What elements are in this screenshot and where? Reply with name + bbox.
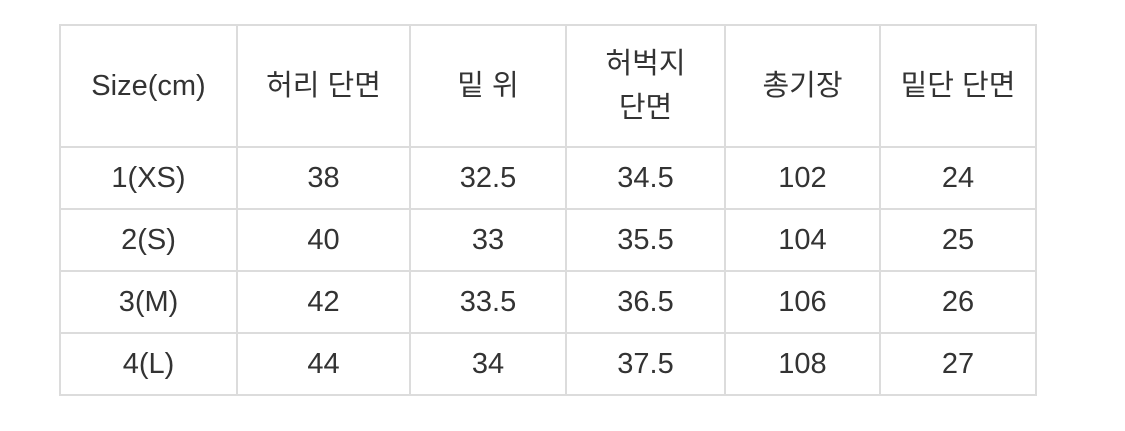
header-size: Size(cm)	[59, 24, 238, 148]
cell-total-length: 106	[724, 270, 881, 334]
cell-thigh: 37.5	[565, 332, 726, 396]
header-row: Size(cm) 허리 단면 밑 위 허벅지 단면 총기장 밑단 단면	[59, 24, 1037, 148]
cell-total-length: 108	[724, 332, 881, 396]
header-thigh: 허벅지 단면	[565, 24, 726, 148]
cell-size: 2(S)	[59, 208, 238, 272]
cell-waist: 42	[236, 270, 411, 334]
header-rise: 밑 위	[409, 24, 567, 148]
cell-thigh: 34.5	[565, 146, 726, 210]
cell-rise: 33	[409, 208, 567, 272]
table-row: 1(XS) 38 32.5 34.5 102 24	[59, 146, 1037, 210]
cell-size: 4(L)	[59, 332, 238, 396]
cell-thigh: 36.5	[565, 270, 726, 334]
cell-waist: 40	[236, 208, 411, 272]
header-total-length: 총기장	[724, 24, 881, 148]
table-row: 4(L) 44 34 37.5 108 27	[59, 332, 1037, 396]
cell-rise: 34	[409, 332, 567, 396]
cell-hem: 25	[879, 208, 1037, 272]
table-row: 2(S) 40 33 35.5 104 25	[59, 208, 1037, 272]
size-chart-table: Size(cm) 허리 단면 밑 위 허벅지 단면 총기장 밑단 단면 1(XS…	[59, 24, 1037, 396]
cell-rise: 33.5	[409, 270, 567, 334]
cell-rise: 32.5	[409, 146, 567, 210]
cell-hem: 26	[879, 270, 1037, 334]
table-row: 3(M) 42 33.5 36.5 106 26	[59, 270, 1037, 334]
cell-hem: 24	[879, 146, 1037, 210]
cell-hem: 27	[879, 332, 1037, 396]
cell-size: 3(M)	[59, 270, 238, 334]
cell-thigh: 35.5	[565, 208, 726, 272]
header-waist: 허리 단면	[236, 24, 411, 148]
cell-waist: 44	[236, 332, 411, 396]
cell-size: 1(XS)	[59, 146, 238, 210]
cell-waist: 38	[236, 146, 411, 210]
cell-total-length: 104	[724, 208, 881, 272]
header-hem: 밑단 단면	[879, 24, 1037, 148]
cell-total-length: 102	[724, 146, 881, 210]
